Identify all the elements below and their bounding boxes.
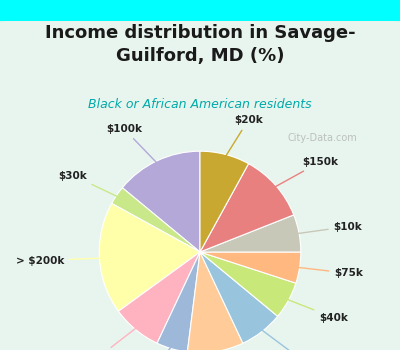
Text: $60k: $60k (84, 328, 137, 350)
Wedge shape (200, 252, 301, 283)
Text: City-Data.com: City-Data.com (288, 133, 358, 143)
Wedge shape (200, 252, 296, 316)
Wedge shape (200, 164, 294, 252)
Wedge shape (112, 188, 200, 252)
Wedge shape (187, 252, 243, 350)
Text: $200k: $200k (261, 329, 320, 350)
Text: $40k: $40k (286, 299, 348, 323)
Text: $125k: $125k (126, 346, 172, 350)
Wedge shape (200, 252, 278, 343)
Text: $20k: $20k (225, 115, 262, 157)
Wedge shape (122, 151, 200, 252)
Text: $30k: $30k (59, 170, 118, 197)
Text: Black or African American residents: Black or African American residents (88, 98, 312, 111)
Wedge shape (200, 151, 248, 252)
Text: Income distribution in Savage-
Guilford, MD (%): Income distribution in Savage- Guilford,… (45, 25, 355, 65)
Text: > $200k: > $200k (16, 256, 102, 266)
Wedge shape (99, 203, 200, 311)
Text: $100k: $100k (106, 124, 157, 163)
Wedge shape (118, 252, 200, 343)
Text: $150k: $150k (274, 157, 338, 187)
Text: $10k: $10k (297, 222, 362, 234)
Text: $75k: $75k (297, 267, 363, 278)
Text: $50k: $50k (216, 349, 250, 350)
Wedge shape (200, 215, 301, 252)
Wedge shape (157, 252, 200, 350)
